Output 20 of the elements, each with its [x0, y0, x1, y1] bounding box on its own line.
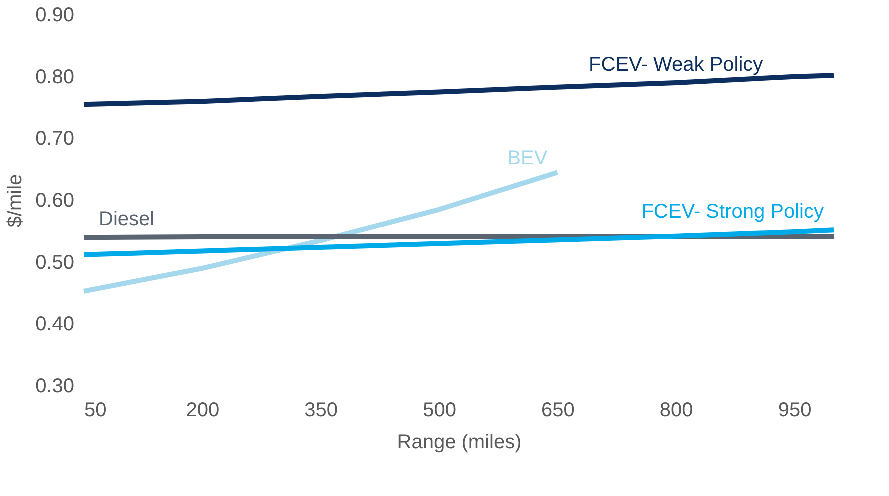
y-axis-title: $/mile	[4, 174, 27, 228]
x-tick-label: 50	[84, 400, 107, 422]
y-tick-label: 0.30	[36, 376, 74, 398]
x-tick-label: 650	[541, 400, 575, 422]
series-label: Diesel	[99, 208, 155, 231]
x-axis-title: Range (miles)	[397, 432, 522, 454]
series-label: BEV	[508, 148, 548, 170]
x-tick-label: 950	[778, 400, 812, 422]
y-tick-label: 0.40	[36, 314, 74, 336]
y-tick-label: 0.90	[36, 4, 74, 26]
x-tick-label: 500	[423, 400, 456, 422]
y-tick-label: 0.60	[36, 190, 74, 212]
y-tick-label: 0.50	[36, 252, 74, 274]
x-tick-label: 350	[304, 400, 338, 422]
x-tick-label: 200	[186, 400, 220, 422]
y-tick-label: 0.80	[36, 66, 74, 88]
x-tick-label: 800	[660, 400, 694, 422]
series-label: FCEV- Strong Policy	[642, 201, 824, 224]
y-tick-label: 0.70	[36, 128, 74, 150]
series-label: FCEV- Weak Policy	[589, 54, 764, 76]
